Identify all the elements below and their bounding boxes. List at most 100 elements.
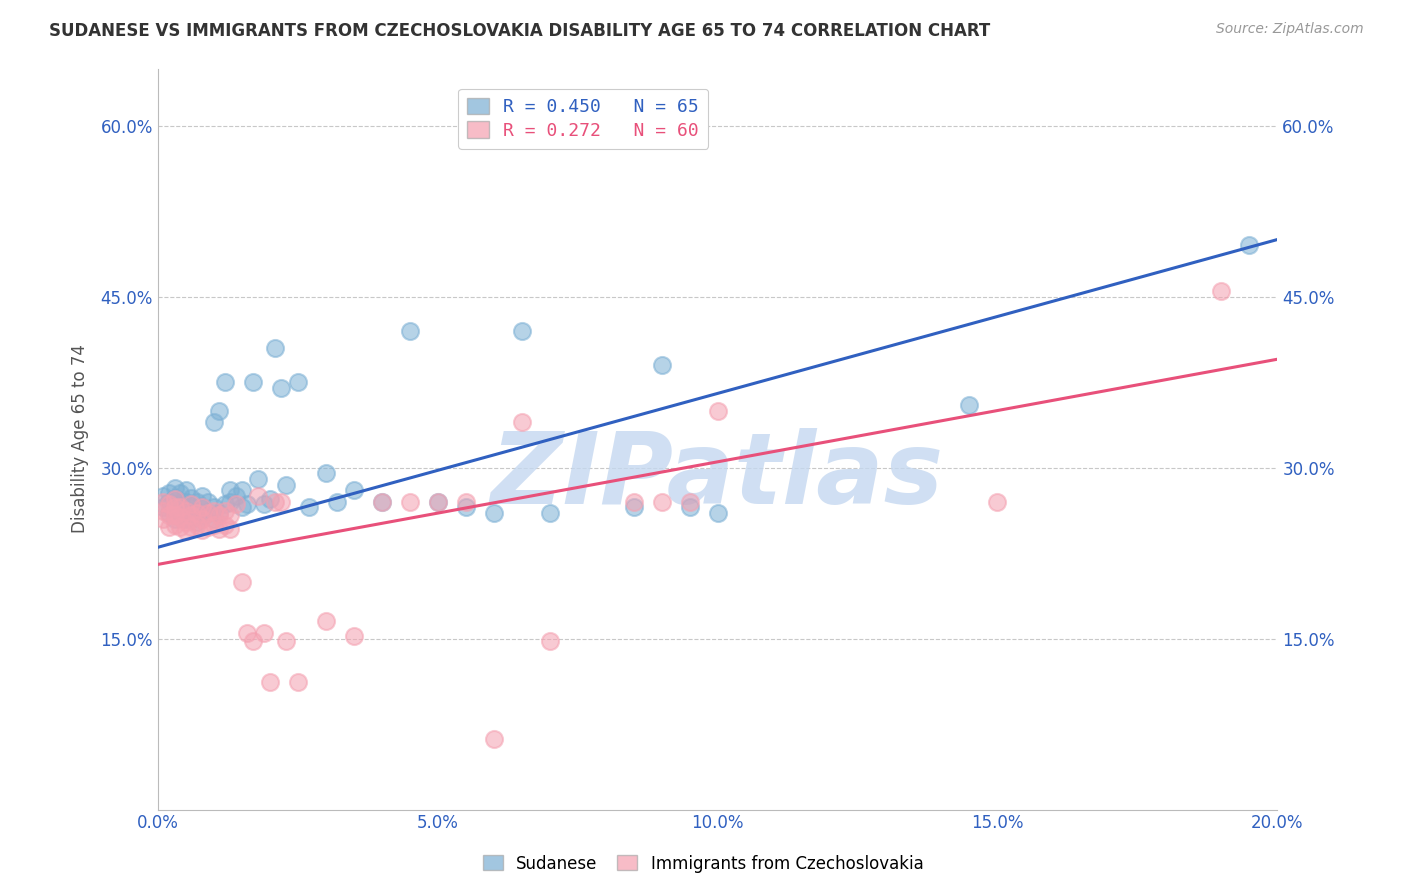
Point bbox=[163, 491, 186, 506]
Point bbox=[706, 506, 728, 520]
Point bbox=[276, 477, 298, 491]
Point bbox=[180, 508, 202, 523]
Point bbox=[678, 494, 700, 508]
Point bbox=[174, 502, 197, 516]
Point bbox=[287, 375, 309, 389]
Point bbox=[163, 500, 186, 515]
Point bbox=[236, 497, 259, 511]
Point bbox=[454, 494, 477, 508]
Point bbox=[174, 483, 197, 498]
Point bbox=[169, 497, 191, 511]
Point bbox=[152, 500, 174, 515]
Point bbox=[186, 515, 208, 529]
Point bbox=[191, 500, 214, 515]
Point bbox=[191, 489, 214, 503]
Point bbox=[510, 415, 533, 429]
Point bbox=[152, 504, 174, 518]
Point bbox=[287, 674, 309, 689]
Point bbox=[538, 633, 561, 648]
Point bbox=[623, 494, 645, 508]
Point bbox=[219, 483, 242, 498]
Point bbox=[225, 489, 247, 503]
Point bbox=[482, 506, 505, 520]
Point bbox=[315, 615, 337, 629]
Point bbox=[651, 494, 673, 508]
Point bbox=[197, 506, 219, 520]
Point bbox=[264, 341, 287, 355]
Point bbox=[169, 509, 191, 524]
Point bbox=[157, 506, 180, 520]
Point bbox=[152, 489, 174, 503]
Point bbox=[191, 512, 214, 526]
Text: SUDANESE VS IMMIGRANTS FROM CZECHOSLOVAKIA DISABILITY AGE 65 TO 74 CORRELATION C: SUDANESE VS IMMIGRANTS FROM CZECHOSLOVAK… bbox=[49, 22, 990, 40]
Point bbox=[231, 500, 253, 515]
Point bbox=[180, 520, 202, 534]
Point bbox=[219, 508, 242, 523]
Point bbox=[426, 494, 449, 508]
Point bbox=[174, 524, 197, 539]
Point bbox=[163, 481, 186, 495]
Point bbox=[169, 500, 191, 515]
Point bbox=[343, 483, 366, 498]
Point bbox=[163, 517, 186, 532]
Point bbox=[398, 324, 420, 338]
Point bbox=[163, 512, 186, 526]
Point bbox=[370, 494, 392, 508]
Point bbox=[651, 358, 673, 372]
Point bbox=[169, 508, 191, 523]
Point bbox=[706, 403, 728, 417]
Point bbox=[152, 494, 174, 508]
Point bbox=[174, 494, 197, 508]
Point bbox=[538, 506, 561, 520]
Point bbox=[242, 375, 264, 389]
Point bbox=[315, 467, 337, 481]
Point bbox=[219, 494, 242, 508]
Point bbox=[214, 504, 236, 518]
Point bbox=[959, 398, 981, 412]
Point bbox=[214, 497, 236, 511]
Point bbox=[623, 500, 645, 515]
Point bbox=[426, 494, 449, 508]
Text: Source: ZipAtlas.com: Source: ZipAtlas.com bbox=[1216, 22, 1364, 37]
Point bbox=[174, 504, 197, 518]
Point bbox=[202, 500, 225, 515]
Point bbox=[152, 512, 174, 526]
Point bbox=[180, 491, 202, 506]
Point bbox=[202, 415, 225, 429]
Point bbox=[678, 500, 700, 515]
Point bbox=[270, 494, 292, 508]
Point bbox=[231, 483, 253, 498]
Point bbox=[157, 494, 180, 508]
Point bbox=[202, 504, 225, 518]
Point bbox=[236, 625, 259, 640]
Point bbox=[231, 574, 253, 589]
Point bbox=[270, 381, 292, 395]
Point bbox=[253, 625, 276, 640]
Point bbox=[208, 508, 231, 523]
Point bbox=[174, 512, 197, 526]
Point bbox=[157, 497, 180, 511]
Point bbox=[219, 522, 242, 536]
Text: ZIPatlas: ZIPatlas bbox=[491, 427, 943, 524]
Point bbox=[163, 500, 186, 515]
Point bbox=[202, 517, 225, 532]
Point bbox=[186, 494, 208, 508]
Point bbox=[214, 375, 236, 389]
Point bbox=[157, 485, 180, 500]
Point bbox=[253, 497, 276, 511]
Point bbox=[276, 633, 298, 648]
Point bbox=[186, 506, 208, 520]
Point bbox=[510, 324, 533, 338]
Point bbox=[186, 506, 208, 520]
Point bbox=[208, 522, 231, 536]
Point bbox=[202, 512, 225, 526]
Point bbox=[454, 500, 477, 515]
Point bbox=[986, 494, 1008, 508]
Point bbox=[169, 485, 191, 500]
Point bbox=[180, 512, 202, 526]
Point bbox=[191, 508, 214, 523]
Point bbox=[370, 494, 392, 508]
Legend: R = 0.450   N = 65, R = 0.272   N = 60: R = 0.450 N = 65, R = 0.272 N = 60 bbox=[458, 88, 709, 149]
Point bbox=[259, 674, 281, 689]
Point bbox=[197, 506, 219, 520]
